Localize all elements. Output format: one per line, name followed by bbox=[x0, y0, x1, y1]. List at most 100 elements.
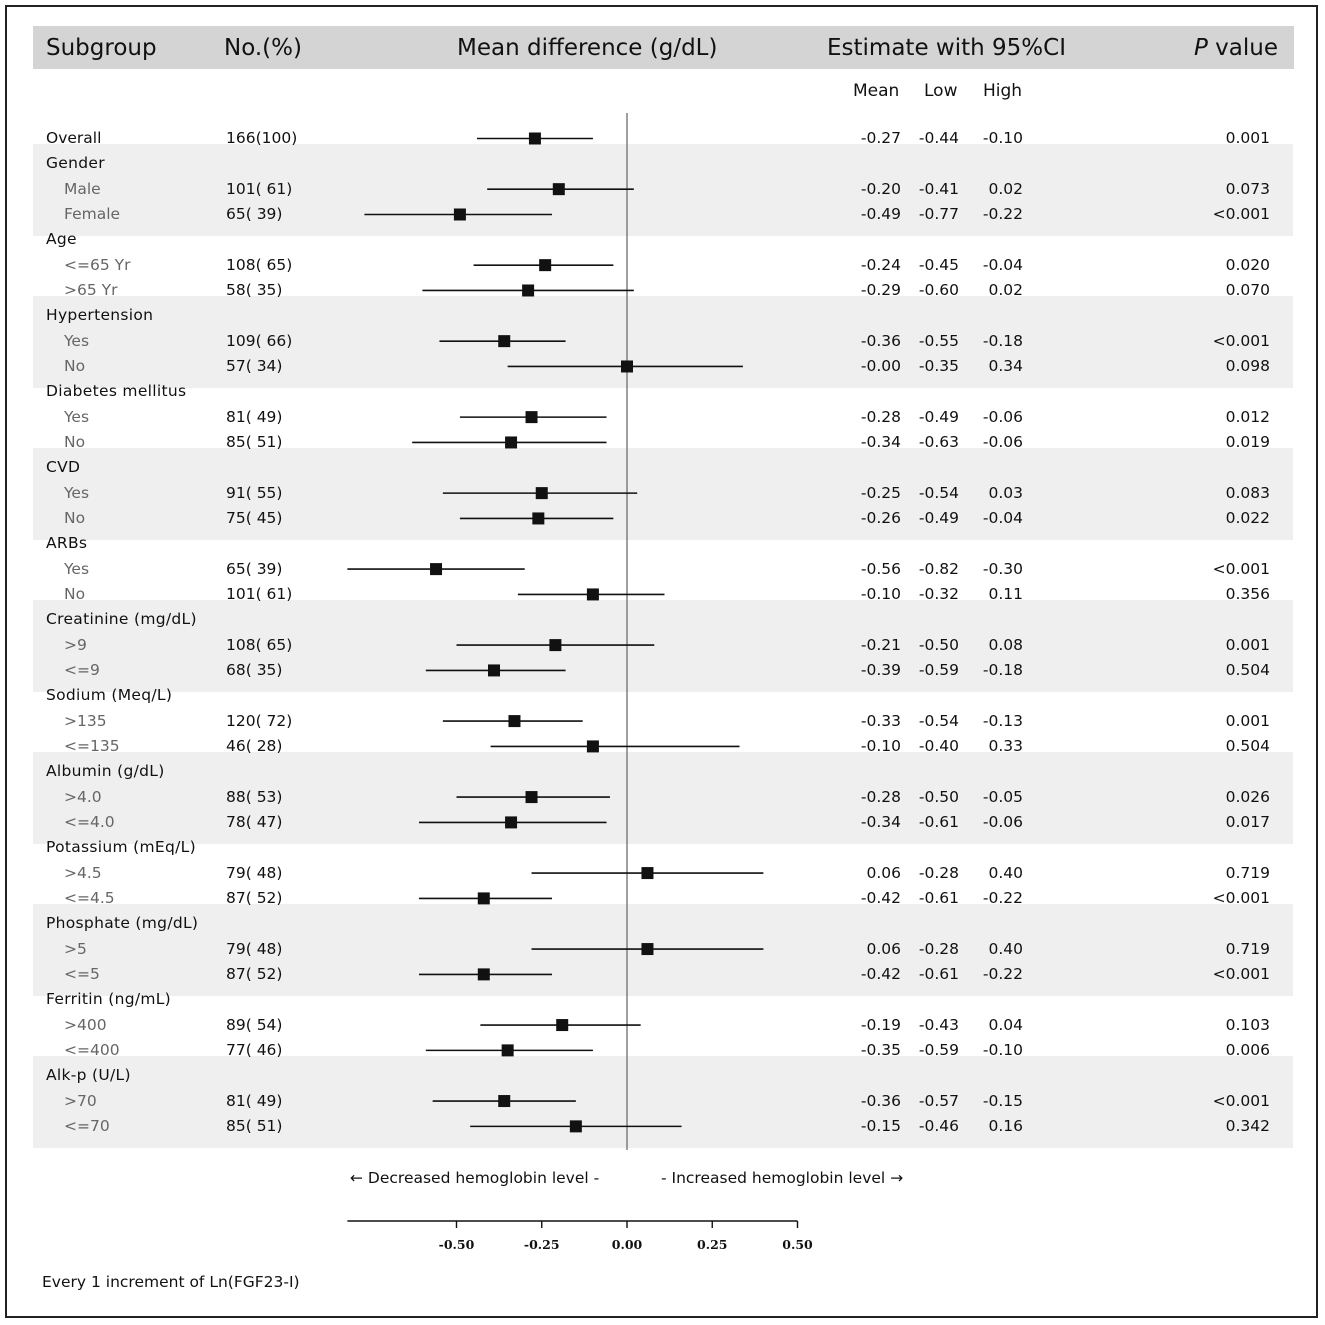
cell-high: -0.15 bbox=[982, 1091, 1023, 1110]
cell-label: <=5 bbox=[64, 964, 100, 983]
cell-high: -0.06 bbox=[982, 407, 1023, 426]
cell-n: 57( 34) bbox=[226, 356, 283, 375]
cell-high: -0.10 bbox=[982, 129, 1023, 147]
cell-label: Yes bbox=[64, 483, 90, 502]
cell-mean: -0.28 bbox=[860, 407, 901, 426]
cell-n: 109( 66) bbox=[226, 331, 293, 350]
cell-low: -0.61 bbox=[918, 888, 959, 907]
cell-label: Alk-p (U/L) bbox=[46, 1066, 131, 1085]
table-row: >4.0 88( 53) -0.28 -0.50 -0.05 0.026 bbox=[0, 785, 1325, 810]
cell-p: <0.001 bbox=[1212, 559, 1270, 578]
table-row: <=4.5 87( 52) -0.42 -0.61 -0.22 <0.001 bbox=[0, 886, 1325, 911]
shade-band bbox=[33, 144, 1293, 236]
direction-increased: - Increased hemoglobin level → bbox=[661, 1169, 904, 1187]
cell-low: -0.44 bbox=[918, 129, 959, 147]
cell-label: No bbox=[64, 508, 86, 527]
cell-mean: -0.24 bbox=[860, 255, 901, 274]
cell-n: 101( 61) bbox=[226, 179, 293, 198]
cell-n: 79( 48) bbox=[226, 863, 283, 882]
cell-low: -0.61 bbox=[918, 964, 959, 983]
cell-mean: -0.15 bbox=[860, 1116, 901, 1135]
cell-low: -0.50 bbox=[918, 787, 959, 806]
cell-label: >135 bbox=[64, 711, 107, 730]
table-row: >5 79( 48) 0.06 -0.28 0.40 0.719 bbox=[0, 937, 1325, 962]
cell-mean: -0.28 bbox=[860, 787, 901, 806]
cell-n: 77( 46) bbox=[226, 1040, 283, 1059]
table-row: >9 108( 65) -0.21 -0.50 0.08 0.001 bbox=[0, 633, 1325, 658]
cell-n: 75( 45) bbox=[226, 508, 283, 527]
cell-p: 0.073 bbox=[1225, 179, 1270, 198]
cell-low: -0.49 bbox=[918, 508, 959, 527]
table-row: <=400 77( 46) -0.35 -0.59 -0.10 0.006 bbox=[0, 1038, 1325, 1063]
cell-label: Female bbox=[64, 204, 121, 223]
table-row: <=135 46( 28) -0.10 -0.40 0.33 0.504 bbox=[0, 734, 1325, 759]
cell-label: No bbox=[64, 356, 86, 375]
table-row: >4.5 79( 48) 0.06 -0.28 0.40 0.719 bbox=[0, 861, 1325, 886]
cell-mean: -0.56 bbox=[860, 559, 901, 578]
cell-p: 0.012 bbox=[1225, 407, 1270, 426]
cell-low: -0.49 bbox=[918, 407, 959, 426]
cell-mean: 0.06 bbox=[866, 863, 901, 882]
table-row: No 75( 45) -0.26 -0.49 -0.04 0.022 bbox=[0, 506, 1325, 531]
cell-high: -0.13 bbox=[982, 711, 1023, 730]
group-header-row: Gender bbox=[0, 151, 1325, 176]
group-header-row: Creatinine (mg/dL) bbox=[0, 607, 1325, 632]
cell-p: 0.026 bbox=[1225, 787, 1270, 806]
cell-label: Creatinine (mg/dL) bbox=[46, 610, 197, 629]
direction-decreased: ← Decreased hemoglobin level - bbox=[350, 1169, 600, 1187]
cell-p: 0.103 bbox=[1225, 1015, 1270, 1034]
cell-low: -0.57 bbox=[918, 1091, 959, 1110]
cell-high: -0.04 bbox=[982, 508, 1023, 527]
header-subgroup: Subgroup bbox=[46, 35, 157, 61]
cell-mean: -0.25 bbox=[860, 483, 901, 502]
table-row: Overall 166(100) -0.27 -0.44 -0.10 0.001 bbox=[0, 126, 1325, 151]
cell-high: 0.03 bbox=[988, 483, 1023, 502]
footnote: Every 1 increment of Ln(FGF23-I) bbox=[42, 1273, 300, 1291]
cell-low: -0.54 bbox=[918, 483, 959, 502]
cell-n: 68( 35) bbox=[226, 660, 283, 679]
cell-label: >70 bbox=[64, 1091, 97, 1110]
cell-n: 108( 65) bbox=[226, 255, 293, 274]
cell-p: 0.001 bbox=[1225, 711, 1270, 730]
cell-n: 85( 51) bbox=[226, 1116, 283, 1135]
cell-low: -0.63 bbox=[918, 432, 959, 451]
cell-high: -0.04 bbox=[982, 255, 1023, 274]
cell-p: 0.356 bbox=[1225, 584, 1270, 603]
cell-high: -0.22 bbox=[982, 888, 1023, 907]
cell-label: Male bbox=[64, 179, 101, 198]
cell-label: <=400 bbox=[64, 1040, 120, 1059]
cell-label: CVD bbox=[46, 458, 81, 477]
table-row: <=65 Yr 108( 65) -0.24 -0.45 -0.04 0.020 bbox=[0, 253, 1325, 278]
cell-label: <=4.5 bbox=[64, 888, 115, 907]
cell-mean: -0.34 bbox=[860, 812, 901, 831]
header-estimate: Estimate with 95%CI bbox=[827, 35, 1066, 61]
table-row: >70 81( 49) -0.36 -0.57 -0.15 <0.001 bbox=[0, 1089, 1325, 1114]
cell-high: 0.11 bbox=[988, 584, 1023, 603]
cell-mean: -0.35 bbox=[860, 1040, 901, 1059]
cell-p: <0.001 bbox=[1212, 331, 1270, 350]
cell-high: -0.05 bbox=[982, 787, 1023, 806]
table-row: >400 89( 54) -0.19 -0.43 0.04 0.103 bbox=[0, 1013, 1325, 1038]
table-row: <=9 68( 35) -0.39 -0.59 -0.18 0.504 bbox=[0, 658, 1325, 683]
cell-n: 87( 52) bbox=[226, 888, 283, 907]
subheader-mean: Mean bbox=[853, 81, 900, 101]
cell-high: -0.18 bbox=[982, 331, 1023, 350]
cell-low: -0.32 bbox=[918, 584, 959, 603]
cell-label: ARBs bbox=[46, 534, 88, 553]
header-mean-difference: Mean difference (g/dL) bbox=[457, 35, 718, 61]
forest-rows: Overall 166(100) -0.27 -0.44 -0.10 0.001 Gende… bbox=[0, 126, 1325, 1135]
table-row: No 101( 61) -0.10 -0.32 0.11 0.356 bbox=[0, 582, 1325, 607]
cell-mean: -0.42 bbox=[860, 964, 901, 983]
cell-p: 0.083 bbox=[1225, 483, 1270, 502]
group-header-row: Phosphate (mg/dL) bbox=[0, 911, 1325, 936]
cell-n: 81( 49) bbox=[226, 1091, 283, 1110]
header-n: No.(%) bbox=[224, 35, 302, 61]
cell-p: 0.020 bbox=[1225, 255, 1270, 274]
cell-low: -0.41 bbox=[918, 179, 959, 198]
table-row: >135 120( 72) -0.33 -0.54 -0.13 0.001 bbox=[0, 709, 1325, 734]
cell-high: -0.10 bbox=[982, 1040, 1023, 1059]
cell-high: 0.33 bbox=[988, 736, 1023, 755]
cell-n: 108( 65) bbox=[226, 635, 293, 654]
cell-label: Gender bbox=[46, 154, 105, 173]
table-row: Yes 65( 39) -0.56 -0.82 -0.30 <0.001 bbox=[0, 557, 1325, 582]
